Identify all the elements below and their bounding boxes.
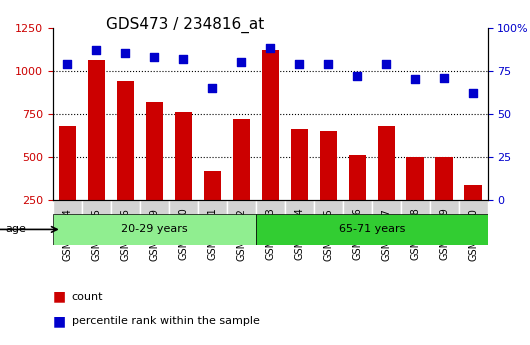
Bar xyxy=(233,119,250,243)
FancyBboxPatch shape xyxy=(198,200,227,235)
Bar xyxy=(146,102,163,243)
Bar xyxy=(349,155,366,243)
FancyBboxPatch shape xyxy=(53,200,82,235)
Point xyxy=(121,51,130,56)
FancyBboxPatch shape xyxy=(430,200,458,235)
FancyBboxPatch shape xyxy=(314,200,343,235)
Text: ■: ■ xyxy=(53,290,66,304)
Text: 20-29 years: 20-29 years xyxy=(121,225,188,234)
FancyBboxPatch shape xyxy=(372,200,401,235)
Point xyxy=(469,90,478,96)
FancyBboxPatch shape xyxy=(401,200,430,235)
Text: age: age xyxy=(5,225,26,234)
FancyBboxPatch shape xyxy=(111,200,140,235)
FancyBboxPatch shape xyxy=(169,200,198,235)
Bar xyxy=(175,112,192,243)
Point xyxy=(92,47,101,53)
Bar xyxy=(464,185,482,243)
Text: ■: ■ xyxy=(53,314,66,328)
Bar xyxy=(377,126,395,243)
Bar xyxy=(88,60,105,243)
Point xyxy=(324,61,332,67)
Bar xyxy=(59,126,76,243)
Point xyxy=(411,77,419,82)
FancyBboxPatch shape xyxy=(285,200,314,235)
Point xyxy=(353,73,361,79)
Bar xyxy=(436,157,453,243)
Bar xyxy=(262,50,279,243)
Bar xyxy=(204,171,221,243)
FancyBboxPatch shape xyxy=(458,200,488,235)
FancyBboxPatch shape xyxy=(82,200,111,235)
FancyBboxPatch shape xyxy=(227,200,256,235)
Text: GDS473 / 234816_at: GDS473 / 234816_at xyxy=(107,17,264,33)
FancyBboxPatch shape xyxy=(256,200,285,235)
Point xyxy=(266,46,275,51)
Bar xyxy=(117,81,134,243)
Bar xyxy=(53,214,256,245)
Bar xyxy=(290,129,308,243)
Point xyxy=(179,56,188,61)
Point xyxy=(63,61,72,67)
Point xyxy=(295,61,304,67)
Bar xyxy=(320,131,337,243)
Point xyxy=(382,61,391,67)
Text: percentile rank within the sample: percentile rank within the sample xyxy=(72,316,259,326)
FancyBboxPatch shape xyxy=(140,200,169,235)
Bar xyxy=(256,214,488,245)
FancyBboxPatch shape xyxy=(343,200,372,235)
Text: count: count xyxy=(72,292,103,302)
Point xyxy=(208,85,217,91)
Point xyxy=(440,75,448,80)
Text: 65-71 years: 65-71 years xyxy=(339,225,405,234)
Point xyxy=(237,59,245,65)
Bar xyxy=(407,157,424,243)
Point xyxy=(150,54,158,60)
